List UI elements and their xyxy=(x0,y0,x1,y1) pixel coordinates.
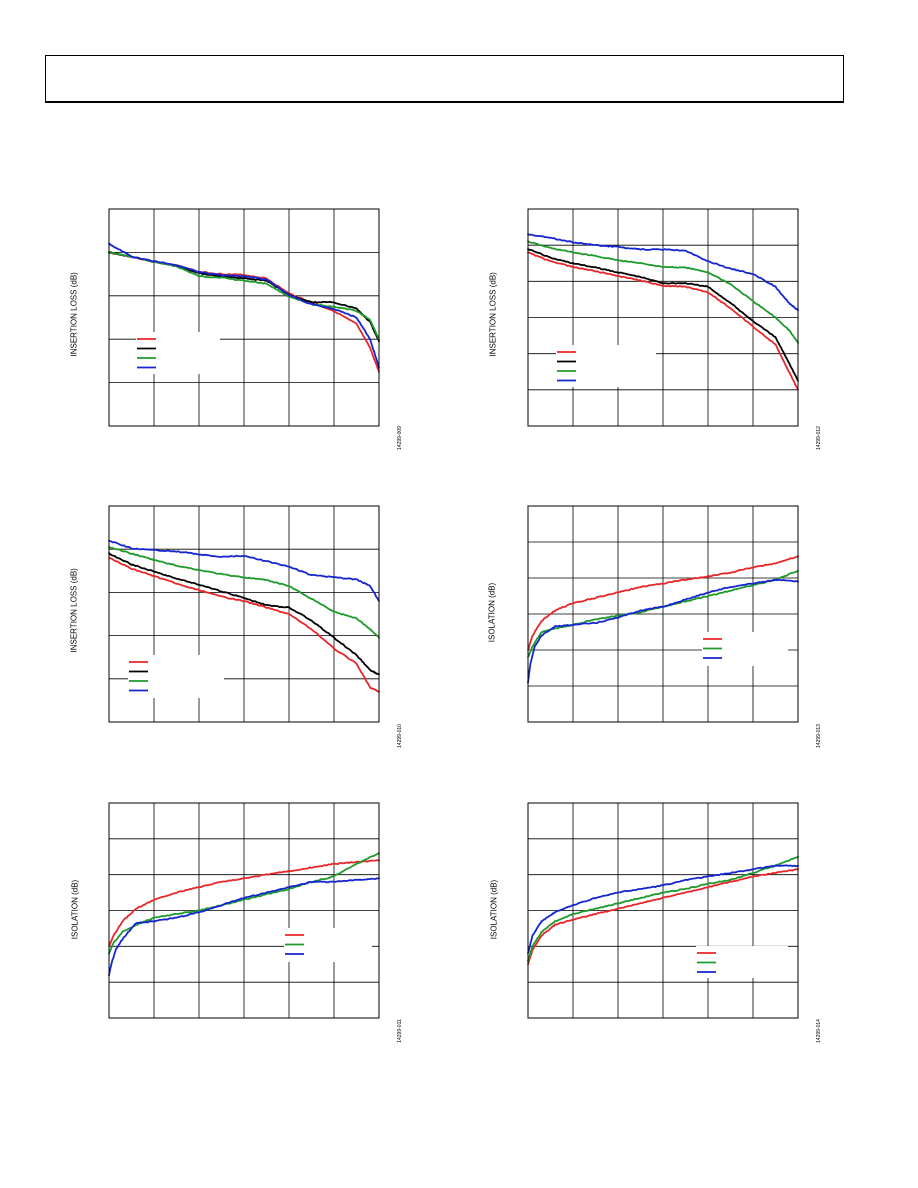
fig-id-chart-4: 14299-013 xyxy=(816,724,822,748)
fig-id-chart-6: 14299-014 xyxy=(816,1019,822,1043)
plot-frame xyxy=(108,802,380,1019)
plot-frame xyxy=(527,802,799,1019)
series-line-green xyxy=(527,240,799,344)
chart-insertion-loss-1 xyxy=(108,208,380,427)
series-line-green xyxy=(108,546,380,639)
series-line-blue xyxy=(108,877,380,977)
series-line-blue xyxy=(108,539,380,602)
chart-svg xyxy=(527,208,799,427)
series-line-green xyxy=(527,855,799,962)
series-line-black xyxy=(527,248,799,382)
fig-id-chart-2: 14299-012 xyxy=(816,426,822,450)
chart-isolation-3 xyxy=(527,802,799,1019)
series-line-blue xyxy=(527,233,799,312)
series-line-red xyxy=(527,868,799,966)
chart-svg xyxy=(108,208,380,427)
series-line-red xyxy=(108,859,380,948)
chart-svg xyxy=(108,505,380,723)
series-line-black xyxy=(108,552,380,676)
plot-frame xyxy=(108,208,380,427)
chart-isolation-1 xyxy=(527,505,799,723)
fig-id-chart-3: 14299-010 xyxy=(397,724,403,748)
series-line-red xyxy=(527,251,799,391)
ylabel-chart-6: ISOLATION (dB) xyxy=(489,879,499,940)
ylabel-chart-2: INSERTION LOSS (dB) xyxy=(488,272,498,357)
chart-insertion-loss-3 xyxy=(108,505,380,723)
chart-svg xyxy=(527,505,799,723)
ylabel-chart-1: INSERTION LOSS (dB) xyxy=(69,272,79,357)
series-line-blue xyxy=(527,578,799,684)
ylabel-chart-4: ISOLATION (dB) xyxy=(487,582,497,643)
series-line-red xyxy=(108,557,380,693)
plot-frame xyxy=(108,505,380,723)
page-header-box xyxy=(45,55,844,103)
series-line-blue xyxy=(108,242,380,369)
chart-svg xyxy=(108,802,380,1019)
chart-insertion-loss-2 xyxy=(527,208,799,427)
fig-id-chart-5: 14299-011 xyxy=(397,1019,403,1043)
fig-id-chart-1: 14299-009 xyxy=(397,426,403,450)
series-line-red xyxy=(527,555,799,651)
series-line-blue xyxy=(527,864,799,955)
chart-isolation-2 xyxy=(108,802,380,1019)
ylabel-chart-3: INSERTION LOSS (dB) xyxy=(69,568,79,653)
plot-frame xyxy=(527,208,799,427)
ylabel-chart-5: ISOLATION (dB) xyxy=(70,879,80,940)
chart-svg xyxy=(527,802,799,1019)
plot-frame xyxy=(527,505,799,723)
